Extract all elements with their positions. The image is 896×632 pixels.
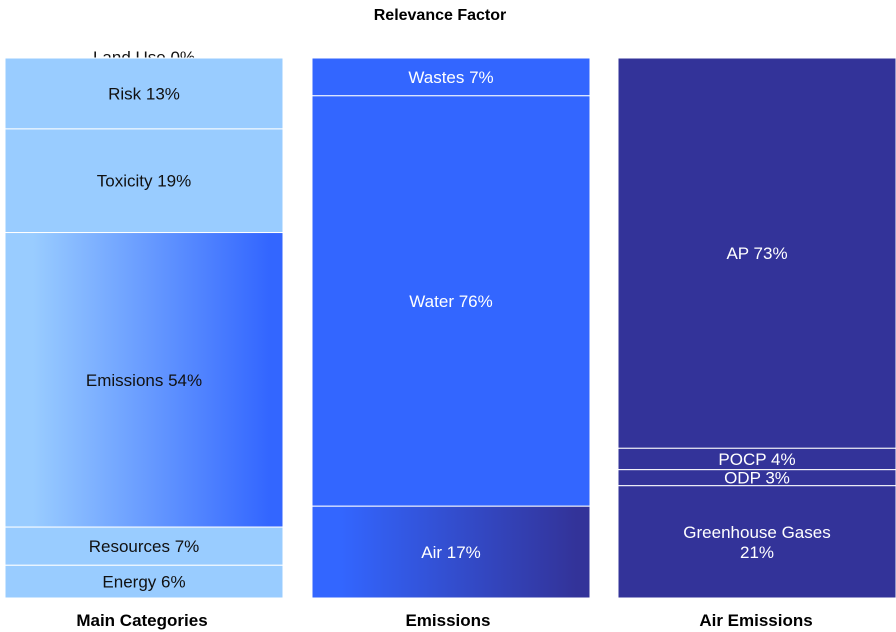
segment-wastes-7 bbox=[311, 57, 591, 97]
segment-label-energy-6: Energy 6% bbox=[102, 573, 185, 592]
segment-label-ap-73: AP 73% bbox=[726, 244, 787, 263]
segment-risk-13 bbox=[4, 57, 284, 130]
segment-energy-6 bbox=[4, 564, 284, 599]
segment-emissions-54 bbox=[4, 232, 284, 528]
segment-greenhouse-gases-21 bbox=[617, 485, 896, 599]
segment-label-odp-3: ODP 3% bbox=[724, 469, 790, 488]
segment-label-wastes-7: Wastes 7% bbox=[408, 68, 493, 87]
column-label-air-emissions: Air Emissions bbox=[699, 611, 812, 630]
segment-ap-73 bbox=[617, 57, 896, 449]
segment-label-risk-13: Risk 13% bbox=[108, 84, 180, 103]
segment-label-emissions-54: Emissions 54% bbox=[86, 371, 202, 390]
column-label-emissions: Emissions bbox=[405, 611, 490, 630]
segment-label-toxicity-19: Toxicity 19% bbox=[97, 172, 191, 191]
bars-group: Land Use 0%Risk 13%Toxicity 19%Emissions… bbox=[4, 48, 896, 599]
segment-toxicity-19 bbox=[4, 128, 284, 234]
segment-label-pocp-4: POCP 4% bbox=[718, 450, 795, 469]
segment-label-greenhouse-gases-21: Greenhouse Gases 21% bbox=[683, 523, 830, 562]
segment-water-76 bbox=[311, 95, 591, 507]
column-label-main-categories: Main Categories bbox=[76, 611, 207, 630]
segment-air-17 bbox=[311, 505, 591, 599]
segment-label-air-17: Air 17% bbox=[421, 543, 481, 562]
segment-label-resources-7: Resources 7% bbox=[89, 537, 200, 556]
segment-label-water-76: Water 76% bbox=[409, 292, 492, 311]
chart-title: Relevance Factor bbox=[374, 7, 507, 24]
segment-resources-7 bbox=[4, 526, 284, 566]
